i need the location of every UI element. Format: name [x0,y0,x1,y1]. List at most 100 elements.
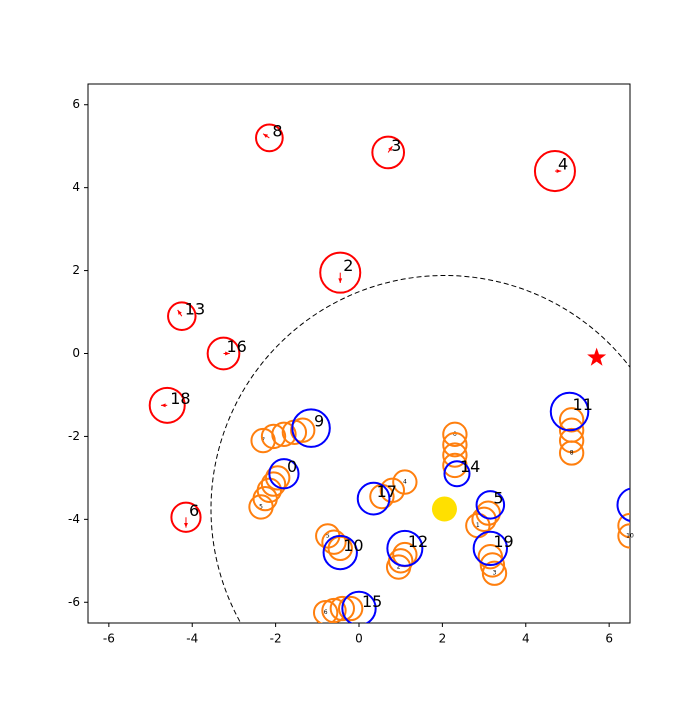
agent [268,458,300,490]
agent [472,530,509,567]
agent-label: 13 [185,300,205,319]
arrow-head [160,403,166,408]
agent-label: 12 [408,532,428,551]
agent [371,135,406,170]
agent-label: 2 [343,256,353,275]
trail-label: 6 [324,609,328,616]
x-tick-label: 0 [355,632,363,646]
arrow-head [388,146,393,152]
trail-label: 2 [397,564,401,571]
agent [265,465,291,491]
agent [341,590,377,623]
agent [322,534,358,571]
agent [255,123,284,153]
agent [392,469,418,495]
arrow-head [556,169,562,174]
arrow-head [338,278,343,284]
y-tick-label: 4 [72,180,80,194]
agent-label: 18 [170,389,190,408]
agent [312,599,339,623]
agent [442,421,468,448]
agent [388,548,414,574]
agent [319,251,362,294]
agent-label: 16 [227,337,247,356]
agent [481,560,508,586]
x-tick-label: 4 [522,632,530,646]
agent-label: 5 [493,488,503,507]
agent-label: 9 [314,412,324,431]
x-tick-label: -4 [186,632,198,646]
agent-label: 4 [558,155,568,174]
y-tick-label: -6 [68,595,80,609]
agent [471,506,497,533]
agent [442,442,468,468]
agent [206,336,241,371]
trail-label: 1 [476,522,480,529]
arrow-head [177,309,182,315]
agent [475,490,506,520]
agent-label: 3 [391,136,401,155]
agent-label: 6 [189,501,199,520]
agent [356,481,391,516]
trail-label: 10 [626,532,634,539]
trail-label: 5 [259,503,263,510]
trail-label: 8 [570,450,574,457]
agent-label: 17 [377,482,397,501]
agent [558,427,585,454]
agent [271,421,297,448]
trail-label: 5 [326,532,330,539]
x-tick-label: -2 [270,632,282,646]
y-tick-label: 2 [72,263,80,277]
agent-label: 19 [493,532,513,551]
agent-label: 11 [573,395,593,414]
agent [617,512,630,539]
x-tick-label: 2 [439,632,447,646]
boundary [210,275,630,623]
y-tick-label: -2 [68,429,80,443]
x-tick-label: -6 [103,632,115,646]
agent-label: 15 [362,592,382,611]
agent [616,487,630,523]
agent [170,501,202,533]
agent [321,529,347,555]
agent [167,301,197,331]
trail-label: 0 [453,431,457,438]
agent [260,423,287,450]
agent-label: 0 [287,457,297,476]
agent [443,460,471,488]
agent [329,595,355,622]
agent [337,595,364,622]
y-tick-label: 0 [72,346,80,360]
x-tick-label: 6 [605,632,613,646]
agent [386,529,424,567]
goal [587,347,607,366]
agent [617,523,630,549]
agent-label: 14 [460,457,480,476]
agent [549,391,590,432]
arrow-head [225,351,230,356]
agent [321,597,347,623]
agent [291,408,331,448]
agent [475,500,501,526]
agent [431,496,457,522]
y-tick-label: -4 [68,512,80,526]
agent [290,417,316,443]
trail-label: 3 [493,570,497,577]
agent [479,552,506,578]
agent [558,407,585,433]
arrow-head [263,133,269,138]
agent-label: 8 [272,121,282,140]
agent [477,543,504,570]
trail-label: 4 [403,479,407,486]
agent [533,150,576,193]
agent-label: 10 [343,536,363,555]
agent [379,477,406,503]
y-tick-label: 6 [72,97,80,111]
agent [260,471,287,497]
agent [442,432,468,458]
arrow-head [184,523,188,528]
agent [148,386,186,424]
